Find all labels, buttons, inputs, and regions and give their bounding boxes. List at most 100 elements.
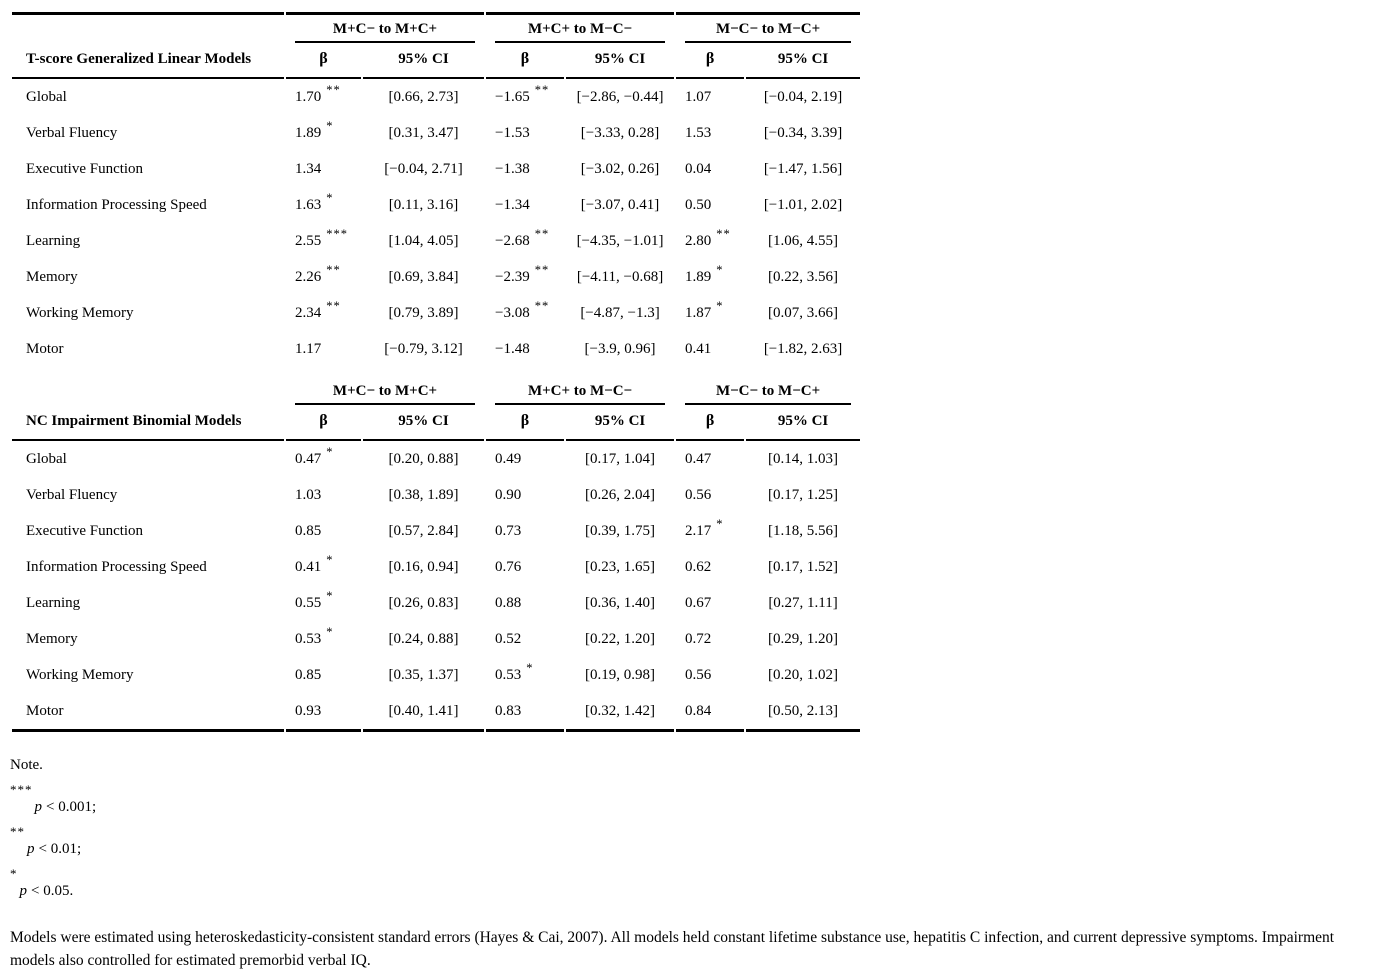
beta-value-group1: 1.63 *: [286, 187, 361, 223]
beta-value-group3: 1.53: [676, 115, 744, 151]
ci-value-group2: [−3.9, 0.96]: [584, 340, 656, 357]
row-label: Information Processing Speed: [26, 558, 207, 575]
beta-value-group3: 0.47: [676, 441, 744, 477]
beta-value-group3: 0.04: [676, 151, 744, 187]
beta-estimate: 0.41: [295, 558, 322, 575]
footnote-variable: p: [34, 799, 43, 815]
model-description-paragraph: Models were estimated using heteroskedas…: [10, 929, 1335, 969]
row-label: Motor: [26, 340, 64, 357]
table-row: Executive Function 1.34 [−0.04, 2.71] −1…: [12, 151, 860, 187]
beta-value-group1: 1.17: [286, 331, 361, 367]
beta-value-group1: 2.34 **: [286, 295, 361, 331]
beta-estimate: 0.55: [295, 594, 322, 611]
ci-value-group1: [1.04, 4.05]: [388, 232, 459, 249]
beta-estimate: 0.83: [495, 702, 522, 719]
footnote-text: < 0.01;: [38, 841, 82, 857]
table-row: Learning 2.55 *** [1.04, 4.05] −2.68 ** [−…: [12, 223, 860, 259]
beta-value-group2: 0.53 *: [486, 657, 564, 693]
beta-value-group2: −1.34: [486, 187, 564, 223]
beta-estimate: 0.49: [495, 450, 522, 467]
row-label: Executive Function: [26, 160, 144, 177]
note-label: Note.: [10, 757, 43, 773]
spanner-row-section1: M+C− to M+C+ M+C+ to M−C− M−C− to M−C+: [12, 12, 861, 43]
ci-header: 95% CI: [566, 405, 675, 441]
ci-value-group3: [−1.82, 2.63]: [763, 340, 843, 357]
beta-estimate: 0.67: [685, 594, 712, 611]
beta-value-group2: −1.53: [486, 115, 564, 151]
column-group-2-label: M+C+ to M−C−: [495, 381, 666, 405]
spanner-spacer: [12, 367, 284, 405]
beta-value-group2: −1.38: [486, 151, 564, 187]
ci-value-group3: [0.17, 1.52]: [768, 558, 839, 575]
section2-header: M+C− to M+C+ M+C+ to M−C− M−C− to M−C+ N…: [12, 367, 861, 441]
beta-estimate: 0.50: [685, 196, 712, 213]
beta-estimate: 0.88: [495, 594, 522, 611]
row-label: Working Memory: [26, 666, 134, 683]
ci-value-group1: [−0.04, 2.71]: [384, 160, 463, 177]
beta-value-group2: 0.76: [486, 549, 564, 585]
significance-marker: **: [326, 82, 341, 97]
beta-estimate: 2.17: [685, 522, 712, 539]
beta-value-group1: 0.93: [286, 693, 361, 732]
footnote-p05: *p < 0.05.: [10, 866, 74, 899]
ci-value-group1: [0.26, 0.83]: [388, 594, 459, 611]
significance-marker: **: [534, 226, 550, 241]
beta-header: β: [676, 43, 745, 79]
beta-estimate: 0.73: [495, 522, 522, 539]
beta-estimate: 0.47: [685, 450, 712, 467]
table-row: Global 1.70 ** [0.66, 2.73] −1.65 ** [−2.8…: [12, 79, 860, 115]
beta-value-group2: −2.39 **: [486, 259, 564, 295]
beta-value-group3: 1.87 *: [676, 295, 744, 331]
beta-value-group2: −2.68 **: [486, 223, 564, 259]
ci-value-group2: [0.17, 1.04]: [585, 450, 656, 467]
beta-estimate: 1.63: [295, 196, 322, 213]
beta-value-group2: 0.73: [486, 513, 564, 549]
section2-title: NC Impairment Binomial Models: [12, 405, 284, 441]
beta-value-group2: 0.90: [486, 477, 564, 513]
ci-value-group1: [0.69, 3.84]: [388, 268, 459, 285]
significance-marker: *: [326, 588, 334, 603]
beta-value-group1: 2.26 **: [286, 259, 361, 295]
table-row: Information Processing Speed 0.41 * [0.16…: [12, 549, 860, 585]
ci-value-group3: [0.22, 3.56]: [768, 268, 839, 285]
beta-estimate: 0.04: [685, 160, 712, 177]
beta-value-group2: −3.08 **: [486, 295, 564, 331]
beta-estimate: 1.89: [685, 268, 712, 285]
footnote-p001: ***p < 0.001;: [10, 782, 97, 815]
table-row: Motor 1.17 [−0.79, 3.12] −1.48 [−3.9, 0.…: [12, 331, 860, 367]
beta-estimate: 2.26: [295, 268, 322, 285]
section1-header: M+C− to M+C+ M+C+ to M−C− M−C− to M−C+ T…: [12, 12, 861, 79]
column-group-1-header: M+C− to M+C+: [286, 12, 485, 43]
beta-header: β: [286, 43, 361, 79]
beta-header: β: [486, 405, 565, 441]
spanner-row-section2: M+C− to M+C+ M+C+ to M−C− M−C− to M−C+: [12, 367, 860, 405]
ci-header: 95% CI: [363, 405, 485, 441]
beta-estimate: −2.39: [495, 268, 530, 285]
ci-header: 95% CI: [363, 43, 485, 79]
significance-marker: *: [526, 660, 534, 675]
beta-value-group1: 0.55 *: [286, 585, 361, 621]
significance-marker: *: [716, 262, 724, 277]
beta-value-group2: 0.83: [486, 693, 565, 732]
beta-estimate: 1.87: [685, 304, 712, 321]
beta-value-group1: 0.53 *: [286, 621, 361, 657]
ci-header: 95% CI: [566, 43, 675, 79]
ci-value-group3: [0.14, 1.03]: [768, 450, 839, 467]
beta-header: β: [286, 405, 361, 441]
beta-value-group3: 0.41: [676, 331, 744, 367]
row-label: Verbal Fluency: [26, 486, 118, 503]
beta-header: β: [486, 43, 565, 79]
row-label: Motor: [12, 693, 284, 732]
significance-marker: **: [534, 262, 550, 277]
table-row: Global 0.47 * [0.20, 0.88] 0.49 [0.17, 1.…: [12, 441, 860, 477]
beta-value-group1: 2.55 ***: [286, 223, 361, 259]
significance-marker: *: [716, 516, 724, 531]
footnote-variable: p: [27, 841, 35, 857]
row-label: Executive Function: [26, 522, 144, 539]
table-row: Verbal Fluency 1.89 * [0.31, 3.47] −1.53 …: [12, 115, 860, 151]
beta-value-group3: 0.72: [676, 621, 744, 657]
beta-estimate: 0.90: [495, 486, 522, 503]
table-row: Memory 2.26 ** [0.69, 3.84] −2.39 ** [−4.1…: [12, 259, 860, 295]
column-group-2-header: M+C+ to M−C−: [486, 12, 675, 43]
significance-marker: *: [326, 444, 334, 459]
